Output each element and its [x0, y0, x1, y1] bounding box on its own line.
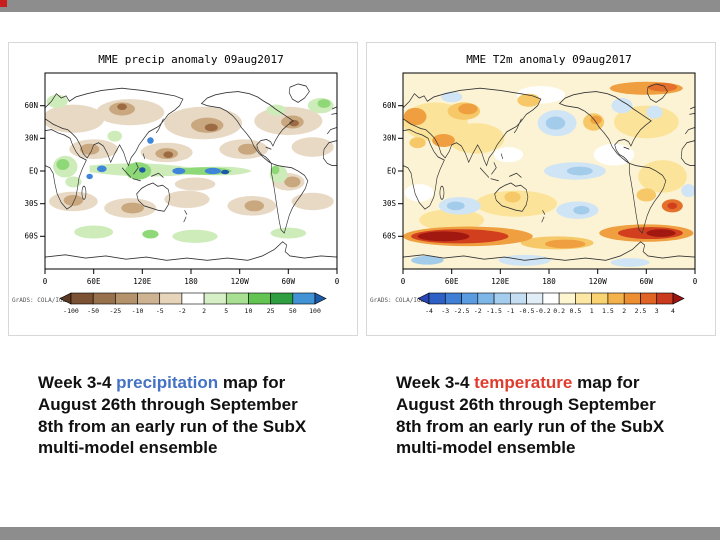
- svg-text:60N: 60N: [24, 101, 38, 110]
- temperature-map-title: MME T2m anomaly 09aug2017: [466, 53, 632, 66]
- svg-text:120W: 120W: [231, 277, 250, 286]
- svg-text:1.5: 1.5: [602, 307, 614, 315]
- svg-text:-1.5: -1.5: [486, 307, 502, 315]
- precip-anomaly-art: [45, 94, 334, 243]
- svg-text:1: 1: [590, 307, 594, 315]
- svg-text:2.5: 2.5: [635, 307, 647, 315]
- bottom-letterbox-band: [0, 527, 720, 540]
- svg-text:0: 0: [335, 277, 340, 286]
- svg-text:0: 0: [693, 277, 698, 286]
- grads-credit: GrADS: COLA/IGES: [12, 297, 70, 304]
- precip-axis-ticks: [40, 105, 338, 274]
- precip-panel: MME precip anomaly 09aug2017: [8, 42, 358, 459]
- svg-text:3: 3: [655, 307, 659, 315]
- svg-text:120E: 120E: [133, 277, 152, 286]
- svg-text:-5: -5: [156, 307, 164, 315]
- precip-lat-labels: 60N 30N EQ 30S 60S: [24, 101, 38, 241]
- svg-text:60W: 60W: [640, 277, 654, 286]
- svg-text:-2.5: -2.5: [454, 307, 470, 315]
- temperature-anomaly-art: [403, 81, 695, 267]
- svg-text:-1: -1: [506, 307, 514, 315]
- temperature-lon-labels: 0 60E 120E 180 120W 60W 0: [401, 277, 698, 286]
- svg-text:EQ: EQ: [387, 166, 397, 175]
- caption-keyword-temperature: temperature: [474, 373, 573, 392]
- top-letterbox-band: [0, 0, 720, 12]
- temperature-map-figure: MME T2m anomaly 09aug2017: [366, 42, 716, 336]
- temperature-caption: Week 3-4 temperature map for August 26th…: [396, 372, 666, 459]
- svg-text:120W: 120W: [589, 277, 608, 286]
- precip-lon-labels: 0 60E 120E 180 120W 60W 0: [43, 277, 340, 286]
- temperature-panel: MME T2m anomaly 09aug2017: [366, 42, 716, 459]
- caption-keyword-precipitation: precipitation: [116, 373, 219, 392]
- svg-text:-2: -2: [474, 307, 482, 315]
- svg-text:-3: -3: [441, 307, 449, 315]
- svg-text:0: 0: [43, 277, 48, 286]
- svg-text:30N: 30N: [24, 134, 38, 143]
- precip-colorbar: -100 -50 -25 -10 -5 -2 2 5 10 25 50 100: [59, 292, 327, 315]
- svg-text:100: 100: [309, 307, 321, 315]
- svg-text:10: 10: [245, 307, 253, 315]
- svg-text:2: 2: [202, 307, 206, 315]
- corner-marker: [0, 0, 7, 7]
- caption-prefix: Week 3-4: [396, 373, 475, 392]
- svg-text:60W: 60W: [282, 277, 296, 286]
- svg-text:-2: -2: [178, 307, 186, 315]
- svg-text:30S: 30S: [24, 199, 38, 208]
- svg-text:0.2: 0.2: [553, 307, 565, 315]
- svg-text:-4: -4: [425, 307, 433, 315]
- svg-text:60E: 60E: [445, 277, 459, 286]
- svg-text:0.5: 0.5: [570, 307, 582, 315]
- precip-caption: Week 3-4 precipitation map for August 26…: [38, 372, 308, 459]
- svg-text:5: 5: [224, 307, 228, 315]
- svg-text:EQ: EQ: [29, 166, 39, 175]
- svg-text:-50: -50: [87, 307, 99, 315]
- precip-map-area: [45, 73, 337, 269]
- svg-text:25: 25: [267, 307, 275, 315]
- temperature-axis-ticks: [398, 105, 696, 274]
- svg-text:0: 0: [401, 277, 406, 286]
- svg-text:30S: 30S: [382, 199, 396, 208]
- svg-text:-0.2: -0.2: [535, 307, 551, 315]
- grads-credit: GrADS: COLA/IGES: [370, 297, 428, 304]
- temperature-map-area: [403, 73, 695, 269]
- svg-text:60E: 60E: [87, 277, 101, 286]
- caption-suffix: map for August 26th through September 8t…: [396, 373, 665, 458]
- precip-map-figure: MME precip anomaly 09aug2017: [8, 42, 358, 336]
- svg-text:120E: 120E: [491, 277, 510, 286]
- svg-text:-25: -25: [109, 307, 121, 315]
- svg-text:180: 180: [184, 277, 198, 286]
- svg-text:30N: 30N: [382, 134, 396, 143]
- temperature-colorbar: -4 -3 -2.5 -2 -1.5 -1 -0.5 -0.2 0.2 0.5 1 1.5 2 2.5 3 4: [417, 292, 685, 315]
- svg-text:60S: 60S: [24, 232, 38, 241]
- precip-map-title: MME precip anomaly 09aug2017: [98, 53, 283, 66]
- svg-text:-0.5: -0.5: [519, 307, 535, 315]
- svg-text:180: 180: [542, 277, 556, 286]
- svg-text:4: 4: [671, 307, 675, 315]
- svg-text:60N: 60N: [382, 101, 396, 110]
- temperature-lat-labels: 60N 30N EQ 30S 60S: [382, 101, 396, 241]
- slide-canvas: MME precip anomaly 09aug2017: [0, 12, 720, 527]
- svg-text:-100: -100: [63, 307, 79, 315]
- svg-text:50: 50: [289, 307, 297, 315]
- svg-text:60S: 60S: [382, 232, 396, 241]
- caption-suffix: map for August 26th through September 8t…: [38, 373, 307, 458]
- caption-prefix: Week 3-4: [38, 373, 117, 392]
- svg-text:2: 2: [622, 307, 626, 315]
- svg-text:-10: -10: [132, 307, 144, 315]
